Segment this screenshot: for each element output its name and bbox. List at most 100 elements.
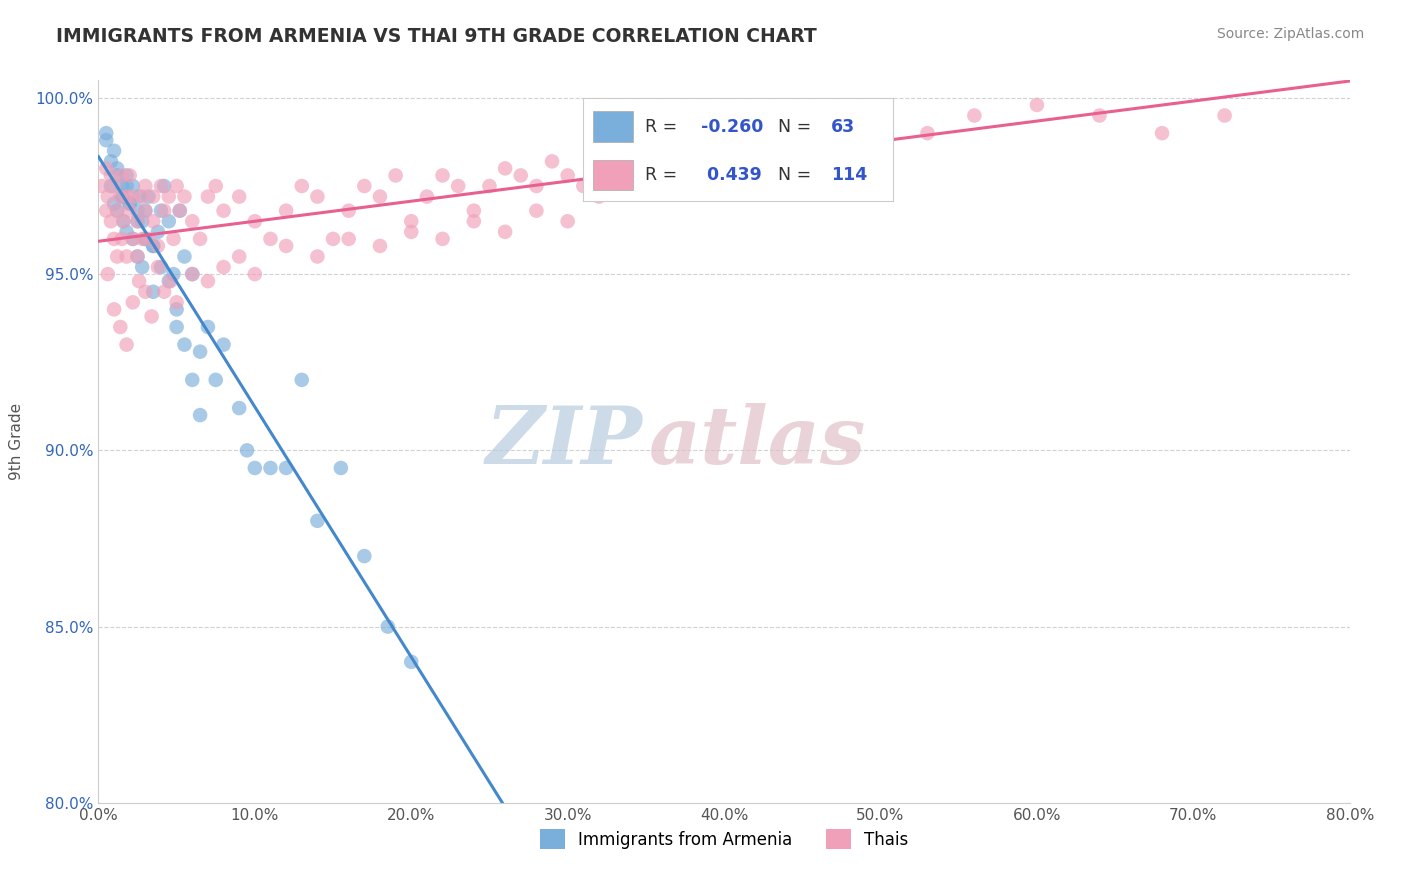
Text: Source: ZipAtlas.com: Source: ZipAtlas.com (1216, 27, 1364, 41)
Point (96, 203, 118, 218)
Point (353, 179, 375, 194)
Point (384, 169, 406, 183)
Point (105, 161, 128, 176)
Point (103, 179, 125, 194)
Point (103, 302, 125, 317)
Point (557, 169, 579, 183)
Point (447, 179, 470, 194)
Point (118, 169, 141, 183)
Point (100, 169, 122, 183)
Point (100, 214, 122, 228)
Point (153, 203, 176, 218)
Point (118, 196, 141, 211)
Point (744, 119, 766, 133)
Point (157, 274, 180, 288)
Point (557, 214, 579, 228)
Point (181, 214, 204, 228)
Point (776, 133, 799, 147)
Point (838, 109, 860, 123)
Point (463, 214, 485, 228)
Point (138, 189, 160, 203)
Point (188, 232, 211, 246)
Point (110, 189, 132, 203)
Point (142, 239, 165, 253)
Point (128, 274, 150, 288)
Point (115, 169, 138, 183)
Point (115, 225, 138, 239)
Point (173, 337, 195, 351)
Point (173, 250, 195, 264)
Point (416, 189, 439, 203)
Point (100, 179, 122, 194)
Point (1026, 98, 1049, 112)
Point (307, 189, 329, 203)
Point (588, 144, 610, 158)
Point (243, 214, 266, 228)
Point (619, 169, 641, 183)
Point (322, 232, 344, 246)
Point (401, 225, 423, 239)
Point (337, 203, 360, 218)
Point (274, 239, 298, 253)
Y-axis label: 9th Grade: 9th Grade (10, 403, 24, 480)
Point (96, 126, 118, 140)
Point (121, 232, 143, 246)
Point (432, 169, 454, 183)
Point (118, 196, 141, 211)
Text: N =: N = (779, 118, 817, 136)
Text: -0.260: -0.260 (702, 118, 763, 136)
Point (869, 119, 891, 133)
Point (181, 373, 204, 387)
Point (204, 373, 226, 387)
Point (150, 260, 173, 274)
Point (526, 179, 548, 194)
Point (368, 239, 391, 253)
Point (634, 179, 657, 194)
Point (329, 461, 352, 475)
Point (112, 189, 135, 203)
Point (494, 225, 516, 239)
Point (146, 239, 169, 253)
Point (134, 285, 156, 299)
Point (153, 179, 176, 194)
Point (572, 179, 595, 194)
Point (115, 189, 138, 203)
Point (166, 320, 188, 334)
Point (169, 203, 191, 218)
Point (134, 232, 156, 246)
Point (682, 133, 704, 147)
Text: R =: R = (645, 118, 683, 136)
Text: R =: R = (645, 166, 683, 184)
Point (650, 144, 672, 158)
Point (134, 203, 156, 218)
Legend: Immigrants from Armenia, Thais: Immigrants from Armenia, Thais (533, 822, 915, 856)
Point (401, 655, 423, 669)
Point (134, 232, 156, 246)
Point (103, 144, 125, 158)
Point (157, 214, 180, 228)
Point (150, 179, 173, 194)
Point (118, 203, 141, 218)
Text: atlas: atlas (650, 403, 866, 480)
Point (197, 189, 219, 203)
Point (377, 619, 399, 633)
Point (146, 225, 169, 239)
Point (138, 232, 160, 246)
Point (103, 232, 125, 246)
Point (159, 274, 181, 288)
Point (1152, 126, 1174, 140)
Point (682, 169, 704, 183)
Text: 0.439: 0.439 (702, 166, 762, 184)
Text: 63: 63 (831, 118, 855, 136)
Point (127, 203, 149, 218)
Point (128, 189, 150, 203)
Point (509, 169, 531, 183)
Point (142, 285, 165, 299)
Point (127, 250, 149, 264)
Point (166, 302, 188, 317)
Point (197, 320, 219, 334)
Point (603, 154, 626, 169)
Point (917, 126, 939, 140)
Point (212, 260, 235, 274)
Point (212, 337, 235, 351)
